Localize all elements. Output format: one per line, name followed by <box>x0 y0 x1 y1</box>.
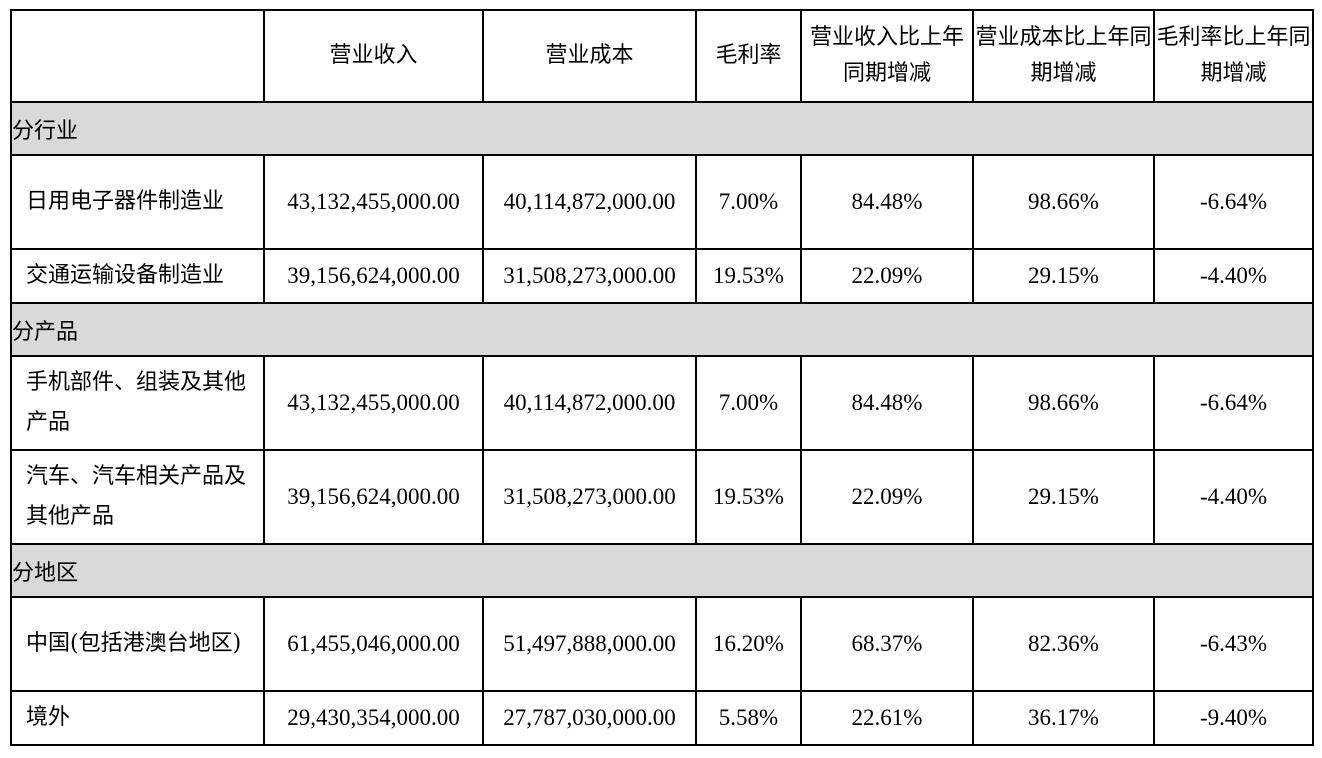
row-label: 交通运输设备制造业 <box>10 248 265 304</box>
cell-cost-yoy: 36.17% <box>972 690 1155 746</box>
cell-cost-yoy: 98.66% <box>972 154 1155 250</box>
cell-margin-yoy: -6.43% <box>1153 596 1314 692</box>
section-title: 分产品 <box>10 302 1314 357</box>
cell-margin-yoy: -9.40% <box>1153 690 1314 746</box>
cell-cost: 31,508,273,000.00 <box>482 248 697 304</box>
cell-revenue: 39,156,624,000.00 <box>263 449 484 545</box>
row-label: 境外 <box>10 690 265 746</box>
header-revenue: 营业收入 <box>263 9 484 103</box>
cell-cost: 31,508,273,000.00 <box>482 449 697 545</box>
cell-cost-yoy: 98.66% <box>972 355 1155 451</box>
header-gross-margin: 毛利率 <box>695 9 802 103</box>
header-cost-yoy: 营业成本比上年同期增减 <box>972 9 1155 103</box>
section-row-industry: 分行业 <box>10 101 1314 156</box>
header-cost: 营业成本 <box>482 9 697 103</box>
row-label: 日用电子器件制造业 <box>10 154 265 250</box>
table-row: 汽车、汽车相关产品及其他产品 39,156,624,000.00 31,508,… <box>10 449 1314 545</box>
header-corner <box>10 9 265 103</box>
cell-margin-yoy: -4.40% <box>1153 449 1314 545</box>
row-label: 手机部件、组装及其他产品 <box>10 355 265 451</box>
header-row: 营业收入 营业成本 毛利率 营业收入比上年同期增减 营业成本比上年同期增减 毛利… <box>10 9 1314 103</box>
cell-revenue-yoy: 84.48% <box>800 355 974 451</box>
cell-revenue: 39,156,624,000.00 <box>263 248 484 304</box>
cell-revenue: 29,430,354,000.00 <box>263 690 484 746</box>
cell-gross-margin: 7.00% <box>695 355 802 451</box>
row-label: 汽车、汽车相关产品及其他产品 <box>10 449 265 545</box>
cell-cost: 51,497,888,000.00 <box>482 596 697 692</box>
table-row: 交通运输设备制造业 39,156,624,000.00 31,508,273,0… <box>10 248 1314 304</box>
cell-revenue-yoy: 22.09% <box>800 449 974 545</box>
cell-cost: 27,787,030,000.00 <box>482 690 697 746</box>
cell-revenue-yoy: 84.48% <box>800 154 974 250</box>
header-revenue-yoy: 营业收入比上年同期增减 <box>800 9 974 103</box>
section-row-product: 分产品 <box>10 302 1314 357</box>
cell-revenue-yoy: 22.61% <box>800 690 974 746</box>
cell-cost-yoy: 29.15% <box>972 248 1155 304</box>
section-title: 分行业 <box>10 101 1314 156</box>
cell-revenue-yoy: 68.37% <box>800 596 974 692</box>
section-row-region: 分地区 <box>10 543 1314 598</box>
cell-gross-margin: 7.00% <box>695 154 802 250</box>
cell-revenue: 43,132,455,000.00 <box>263 355 484 451</box>
cell-gross-margin: 19.53% <box>695 449 802 545</box>
section-title: 分地区 <box>10 543 1314 598</box>
cell-gross-margin: 5.58% <box>695 690 802 746</box>
cell-cost: 40,114,872,000.00 <box>482 355 697 451</box>
cell-revenue-yoy: 22.09% <box>800 248 974 304</box>
cell-cost-yoy: 82.36% <box>972 596 1155 692</box>
cell-gross-margin: 19.53% <box>695 248 802 304</box>
cell-cost-yoy: 29.15% <box>972 449 1155 545</box>
financial-breakdown-table: 营业收入 营业成本 毛利率 营业收入比上年同期增减 营业成本比上年同期增减 毛利… <box>10 9 1314 746</box>
table-row: 境外 29,430,354,000.00 27,787,030,000.00 5… <box>10 690 1314 746</box>
cell-margin-yoy: -6.64% <box>1153 154 1314 250</box>
header-margin-yoy: 毛利率比上年同期增减 <box>1153 9 1314 103</box>
cell-margin-yoy: -6.64% <box>1153 355 1314 451</box>
table-row: 中国(包括港澳台地区) 61,455,046,000.00 51,497,888… <box>10 596 1314 692</box>
row-label: 中国(包括港澳台地区) <box>10 596 265 692</box>
cell-revenue: 61,455,046,000.00 <box>263 596 484 692</box>
cell-revenue: 43,132,455,000.00 <box>263 154 484 250</box>
cell-cost: 40,114,872,000.00 <box>482 154 697 250</box>
cell-margin-yoy: -4.40% <box>1153 248 1314 304</box>
table-row: 手机部件、组装及其他产品 43,132,455,000.00 40,114,87… <box>10 355 1314 451</box>
cell-gross-margin: 16.20% <box>695 596 802 692</box>
table-row: 日用电子器件制造业 43,132,455,000.00 40,114,872,0… <box>10 154 1314 250</box>
